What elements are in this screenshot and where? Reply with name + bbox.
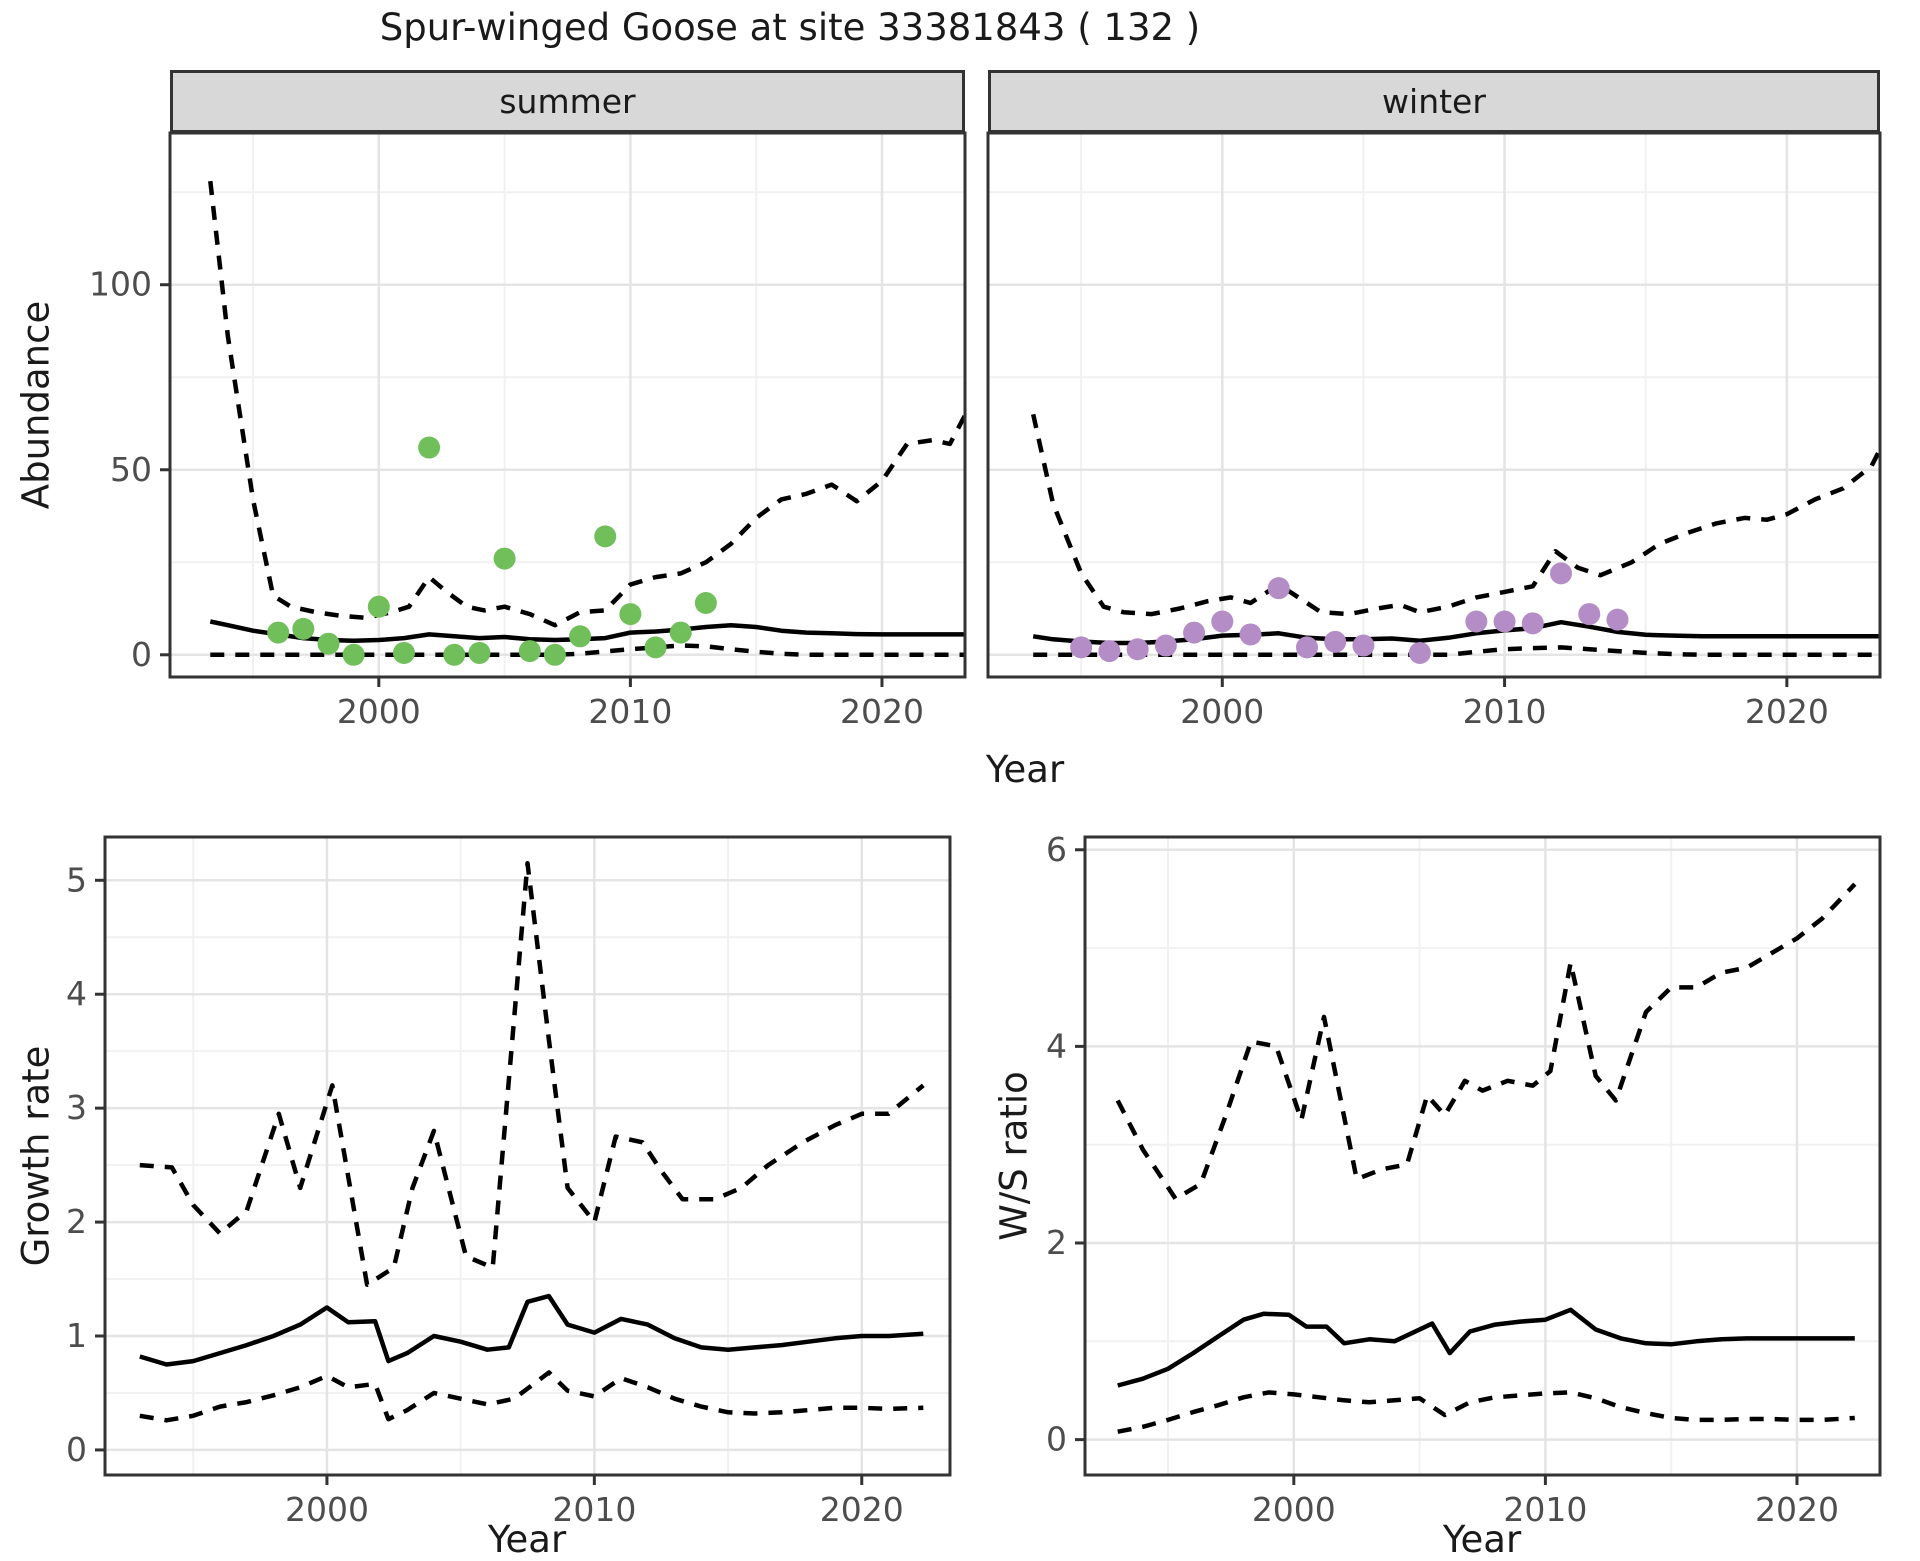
ws-lower-ci-line (1117, 1390, 1855, 1434)
summer-observation-point (468, 641, 491, 664)
figure-title: Spur-winged Goose at site 33381843 ( 132… (379, 6, 1201, 49)
winter-observation-point (1578, 603, 1601, 626)
series-group (139, 860, 925, 1423)
x-tick-label: 2020 (1755, 1490, 1839, 1529)
winter-observation-point (1211, 610, 1234, 633)
summer-observation-point (543, 643, 566, 666)
winter-observation-point (1239, 623, 1262, 646)
series-group (1031, 413, 1880, 664)
growth-mean-line (139, 1293, 924, 1367)
x-tick-label: 2020 (840, 692, 924, 731)
y-tick-label: 6 (1046, 830, 1067, 869)
winter-observation-point (1606, 608, 1629, 631)
winter-observation-point (1521, 612, 1544, 635)
winter-observation-point (1493, 610, 1516, 633)
y-tick-label: 0 (131, 635, 152, 674)
y-tick-label: 50 (110, 450, 152, 489)
summer-lower-ci-line (210, 643, 965, 658)
winter-observation-point (1070, 636, 1093, 659)
summer-observation-point (342, 643, 365, 666)
winter-observation-point (1154, 634, 1177, 657)
winter-observation-point (1295, 636, 1318, 659)
x-tick-label: 2010 (552, 1490, 636, 1529)
panel-border (1083, 835, 1882, 1477)
panel-background (1085, 837, 1880, 1475)
panel-border (986, 131, 1882, 679)
panel-growth: 2000 2010 2020 0 1 2 3 4 5 (66, 835, 952, 1529)
winter-observation-point (1098, 640, 1121, 663)
summer-observation-point (518, 640, 541, 663)
ws-upper-ci-line (1115, 882, 1857, 1202)
top-year-axis-label: Year (985, 748, 1065, 791)
y-tick-label: 1 (66, 1316, 87, 1355)
series-group (1115, 882, 1857, 1434)
panel-summer: 2000 2010 2020 0 50 100 (89, 131, 967, 731)
winter-observation-point (1550, 562, 1573, 585)
winter-observation-point (1324, 630, 1347, 653)
summer-upper-ci-line (208, 180, 965, 628)
growth-year-axis-label: Year (487, 1518, 567, 1561)
growth-upper-ci-line (139, 860, 925, 1287)
summer-observation-point (493, 547, 516, 570)
x-tick-label: 2000 (285, 1490, 369, 1529)
panel-background (170, 133, 965, 677)
y-tick-label: 4 (66, 974, 87, 1013)
y-tick-label: 3 (66, 1088, 87, 1127)
panel-background (988, 133, 1880, 677)
panel-ws: 2000 2010 2020 0 2 4 6 (1046, 830, 1882, 1529)
y-tick-label: 2 (1046, 1223, 1067, 1262)
y-tick-label: 5 (66, 860, 87, 899)
facet-strip-winter: winter (988, 70, 1880, 133)
facet-strip-summer: summer (170, 70, 965, 133)
summer-observation-point (317, 632, 340, 655)
panel-border (103, 835, 952, 1477)
facet-strip-summer-label: summer (499, 82, 636, 121)
summer-observation-point (644, 636, 667, 659)
summer-observation-point (267, 621, 290, 644)
x-tick-label: 2000 (1252, 1490, 1336, 1529)
summer-observation-point (392, 641, 415, 664)
winter-observation-point (1408, 641, 1431, 664)
winter-lower-ci-line (1033, 645, 1880, 658)
x-tick-label: 2010 (588, 692, 672, 731)
summer-observation-point (367, 595, 390, 618)
facet-strip-winter-label: winter (1382, 82, 1486, 121)
summer-observation-point (418, 436, 441, 459)
summer-observation-point (669, 621, 692, 644)
ws-year-axis-label: Year (1442, 1518, 1522, 1561)
x-tick-label: 2010 (1463, 692, 1547, 731)
x-tick-label: 2020 (820, 1490, 904, 1529)
x-tick-label: 2020 (1745, 692, 1829, 731)
summer-observation-point (569, 625, 592, 648)
panel-background (105, 837, 950, 1475)
summer-observation-point (694, 591, 717, 614)
y-tick-label: 2 (66, 1202, 87, 1241)
summer-observation-point (292, 617, 315, 640)
panel-border (168, 131, 967, 679)
y-tick-label: 0 (66, 1430, 87, 1469)
panel-winter: 2000 2010 2020 (986, 131, 1882, 731)
x-tick-label: 2000 (337, 692, 421, 731)
x-tick-label: 2010 (1503, 1490, 1587, 1529)
summer-observation-point (619, 603, 642, 626)
y-tick-label: 4 (1046, 1026, 1067, 1065)
winter-observation-point (1126, 638, 1149, 661)
series-group (208, 180, 965, 666)
ws-mean-line (1117, 1307, 1855, 1388)
x-tick-label: 2000 (1180, 692, 1264, 731)
y-tick-label: 100 (89, 265, 152, 304)
winter-observation-point (1183, 621, 1206, 644)
y-tick-label: 0 (1046, 1420, 1067, 1459)
summer-observation-point (594, 525, 617, 548)
winter-observation-point (1267, 577, 1290, 600)
winter-observation-point (1352, 634, 1375, 657)
growth-lower-ci-line (139, 1370, 924, 1423)
summer-observation-point (443, 643, 466, 666)
winter-observation-point (1465, 610, 1488, 633)
